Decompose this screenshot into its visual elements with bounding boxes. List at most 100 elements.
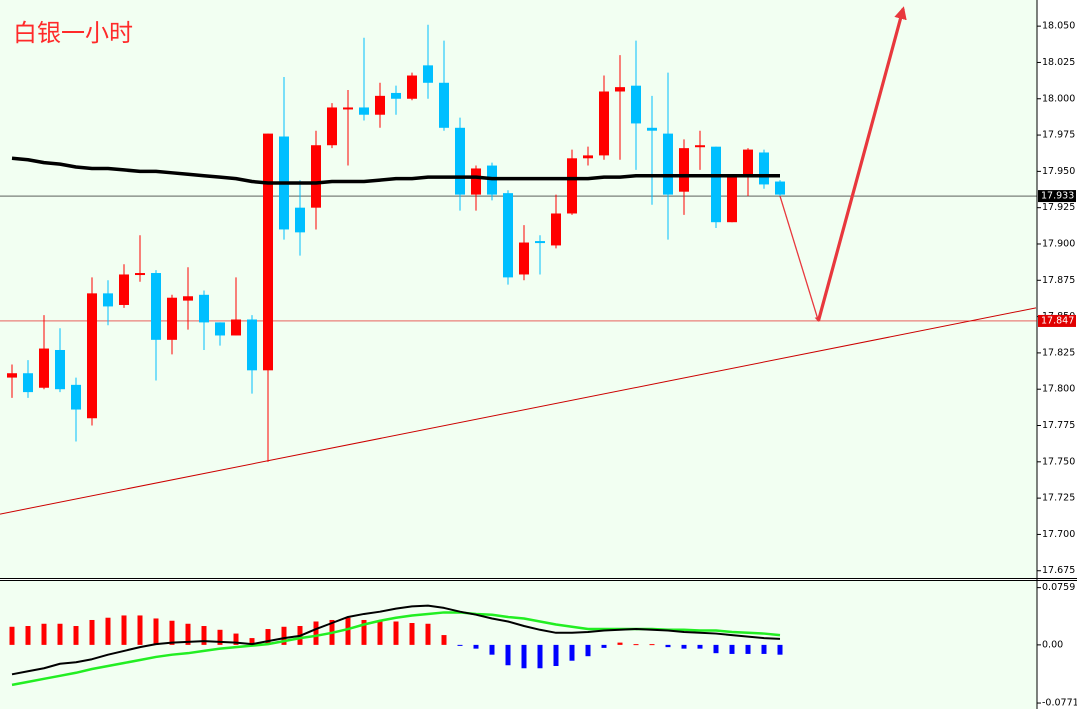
main-panel xyxy=(0,0,1037,578)
candle-body xyxy=(359,107,369,115)
candle-body xyxy=(183,296,193,301)
histogram-bar xyxy=(777,644,783,655)
candle-body xyxy=(471,168,481,195)
candle-body xyxy=(39,348,49,388)
histogram-bar xyxy=(553,644,559,666)
histogram-bar xyxy=(105,617,111,645)
candle-body xyxy=(215,322,225,336)
candle-body xyxy=(407,75,417,99)
y-tick-label: 17.825 xyxy=(1042,347,1075,358)
y-tick-label: 17.675 xyxy=(1042,565,1075,576)
y-tick-label: 17.900 xyxy=(1042,238,1075,249)
candle-body xyxy=(439,82,449,128)
candle-body xyxy=(87,293,97,419)
candle-body xyxy=(679,148,689,192)
histogram-bar xyxy=(185,623,191,645)
candle-body xyxy=(647,127,657,131)
histogram-bar xyxy=(361,619,367,645)
y-tick-label: 17.950 xyxy=(1042,166,1075,177)
histogram-bar xyxy=(425,623,431,645)
candle-body xyxy=(23,373,33,393)
histogram-bar xyxy=(377,620,383,645)
candle-body xyxy=(743,149,753,176)
histogram-bar xyxy=(473,644,479,649)
histogram-bar xyxy=(281,626,287,645)
y-tick-label: 17.800 xyxy=(1042,384,1075,395)
histogram-bar xyxy=(265,629,271,645)
histogram-bar xyxy=(521,644,527,669)
histogram-bar xyxy=(633,644,639,646)
candle-body xyxy=(711,146,721,223)
candle-body xyxy=(167,297,177,340)
forecast-arrow xyxy=(816,6,907,322)
plot-layer xyxy=(0,6,1037,687)
histogram-bar xyxy=(585,644,591,657)
candle-body xyxy=(247,319,257,371)
histogram-bar xyxy=(201,626,207,645)
histogram-bar xyxy=(649,644,655,646)
histogram-bar xyxy=(57,623,63,645)
histogram-bar xyxy=(137,615,143,645)
y-tick-label: 0.00 xyxy=(1042,639,1063,650)
histogram-bar xyxy=(761,644,767,654)
histogram-bar xyxy=(745,644,751,654)
price-label-box xyxy=(1038,190,1076,203)
y-tick-label: 17.725 xyxy=(1042,493,1075,504)
histogram-bar xyxy=(601,644,607,648)
histogram-bar xyxy=(89,619,95,645)
candle-body xyxy=(391,92,401,99)
histogram-bar xyxy=(41,623,47,645)
histogram-bar xyxy=(569,644,575,661)
y-tick-label: 17.700 xyxy=(1042,529,1075,540)
histogram-bar xyxy=(713,644,719,654)
candle-body xyxy=(615,87,625,92)
indicator-panel xyxy=(0,581,1037,709)
histogram-bar xyxy=(441,635,447,645)
y-tick-label: 18.000 xyxy=(1042,93,1075,104)
candle-body xyxy=(583,155,593,159)
candle-body xyxy=(311,145,321,208)
price-label: 17.847 xyxy=(1041,315,1074,326)
candle-body xyxy=(775,181,785,195)
histogram-bar xyxy=(217,629,223,645)
candle-body xyxy=(343,107,353,110)
histogram-bar xyxy=(153,618,159,645)
y-tick-label: 0.0759 xyxy=(1042,582,1075,593)
candle-body xyxy=(199,294,209,323)
candle-body xyxy=(135,273,145,276)
histogram-bar xyxy=(73,626,79,645)
candle-body xyxy=(519,242,529,275)
candle-body xyxy=(71,384,81,410)
histogram-bar xyxy=(409,623,415,645)
candle-body xyxy=(119,274,129,305)
forecast-arrow xyxy=(779,195,820,322)
histogram-bar xyxy=(9,626,15,645)
y-tick-label: 18.025 xyxy=(1042,57,1075,68)
candle-body xyxy=(327,107,337,146)
histogram-bar xyxy=(489,644,495,655)
price-label: 17.933 xyxy=(1041,191,1074,202)
histogram-bar xyxy=(681,644,687,649)
candle-body xyxy=(663,133,673,195)
y-tick-label: 18.050 xyxy=(1042,21,1075,32)
candle-body xyxy=(727,175,737,223)
histogram-bar xyxy=(697,644,703,649)
candle-body xyxy=(567,158,577,214)
candle-body xyxy=(263,133,273,371)
histogram-bar xyxy=(25,626,31,645)
candle-body xyxy=(759,152,769,185)
histogram-bar xyxy=(121,615,127,645)
candle-body xyxy=(455,127,465,195)
y-tick-label: 17.925 xyxy=(1042,202,1075,213)
histogram-bar xyxy=(537,644,543,669)
candle-body xyxy=(55,349,65,390)
candle-body xyxy=(151,273,161,340)
histogram-bar xyxy=(249,638,255,645)
y-tick-label: 17.875 xyxy=(1042,275,1075,286)
candle-body xyxy=(551,213,561,246)
histogram-bar xyxy=(729,644,735,654)
candle-body xyxy=(599,91,609,156)
candle-body xyxy=(695,145,705,148)
histogram-bar xyxy=(233,633,239,645)
